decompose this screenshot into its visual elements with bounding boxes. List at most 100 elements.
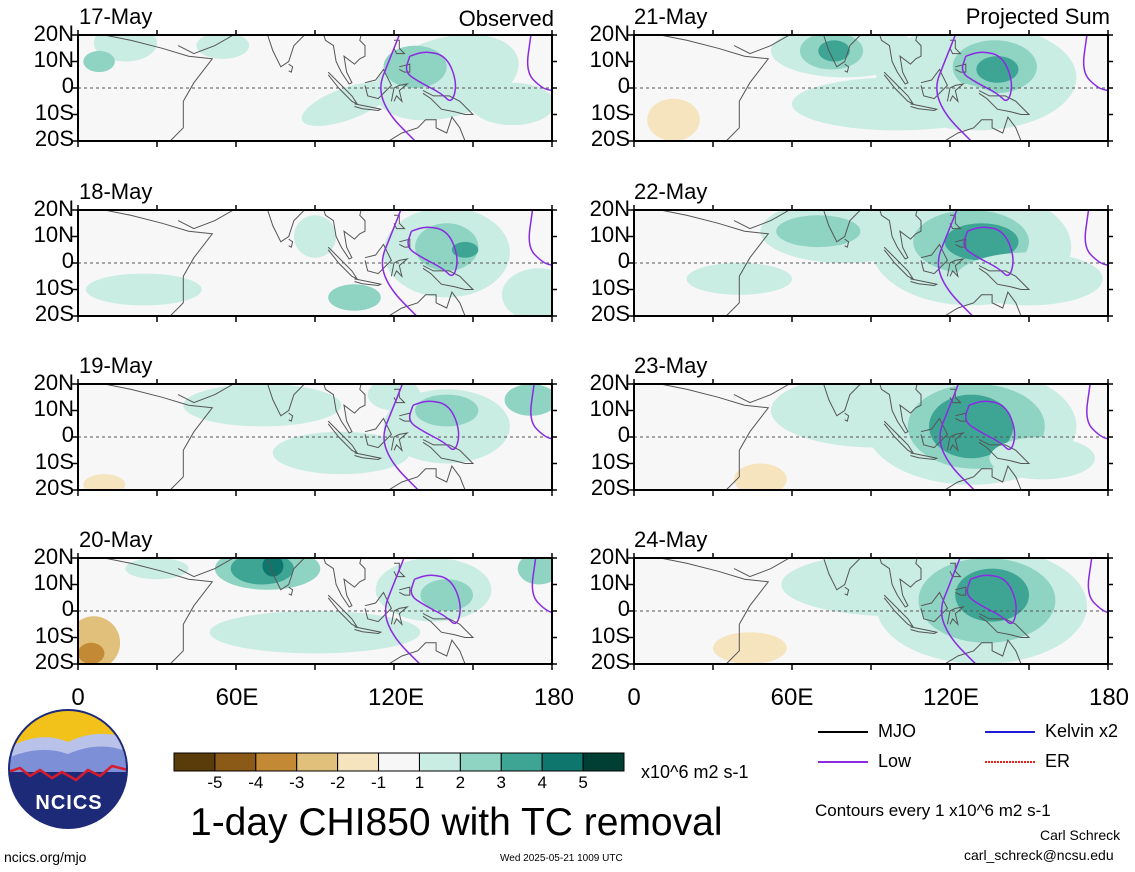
coastline — [910, 278, 939, 287]
lat-label: 10S — [34, 275, 74, 300]
coastline — [390, 432, 409, 452]
coastline — [177, 384, 235, 404]
lat-label: 20N — [33, 544, 74, 569]
coastline — [375, 465, 466, 490]
low-contour — [380, 35, 416, 141]
coastline — [266, 558, 306, 591]
coastline — [946, 432, 965, 452]
site-link[interactable]: ncics.org/mjo — [4, 849, 87, 865]
low-contour — [963, 226, 1014, 277]
low-contour — [407, 226, 458, 277]
anomaly-shading — [818, 40, 850, 62]
anomaly-shading — [420, 579, 474, 611]
anomaly-shading — [734, 463, 787, 490]
lat-label: 0 — [61, 73, 74, 98]
lat-label: 10N — [589, 47, 630, 72]
anomaly-shading — [262, 558, 284, 577]
map-panel-22-may — [628, 205, 1113, 322]
anomaly-shading — [83, 474, 126, 490]
anomaly-shading — [272, 431, 410, 475]
coastline — [393, 39, 406, 55]
coastline — [288, 238, 294, 248]
coastline — [266, 210, 306, 243]
coastline — [879, 558, 951, 608]
lat-label: 10S — [34, 449, 74, 474]
lat-label: 10N — [33, 47, 74, 72]
map-panel-24-may — [628, 553, 1113, 670]
low-contour — [1087, 558, 1108, 614]
coastline — [323, 384, 395, 434]
coastline — [910, 103, 939, 112]
coastline — [288, 412, 294, 422]
low-contour — [405, 51, 457, 102]
legend-er-label: ER — [1045, 751, 1071, 771]
low-contour — [937, 210, 974, 316]
coastline — [288, 63, 294, 73]
colorbar-swatch — [459, 752, 502, 772]
lat-label: 20N — [33, 370, 74, 395]
coastline — [266, 35, 306, 68]
low-contour — [381, 210, 418, 316]
lat-label: 0 — [617, 248, 630, 273]
lon-label-0-left: 0 — [71, 684, 85, 711]
coastline — [920, 68, 949, 100]
legend-low-label: Low — [878, 751, 912, 771]
lat-label: 20S — [590, 301, 630, 326]
coastline — [822, 558, 862, 591]
lat-label: 0 — [61, 422, 74, 447]
lat-label: 0 — [617, 73, 630, 98]
figure-title: 1-day CHI850 with TC removal — [190, 801, 723, 844]
coastline — [354, 626, 383, 635]
lat-label: 10N — [33, 396, 74, 421]
lat-label: 0 — [617, 596, 630, 621]
observed-label: Observed — [458, 6, 554, 31]
colorbar-tick-label: -3 — [289, 773, 305, 792]
lat-label: 0 — [617, 422, 630, 447]
anomaly-shading — [83, 50, 115, 73]
coastline — [78, 384, 214, 490]
coastline — [733, 210, 791, 230]
coastline — [323, 558, 395, 608]
low-contour — [383, 384, 419, 490]
coastline — [844, 412, 850, 422]
map-panel-19-may — [72, 379, 557, 496]
colorbar-swatch — [500, 752, 543, 772]
coastline — [946, 606, 965, 626]
colorbar-tick-label: 5 — [578, 773, 588, 792]
coastline — [375, 291, 466, 316]
coastline — [955, 586, 967, 596]
coastline — [978, 439, 1031, 464]
colorbar-tick-label: -4 — [248, 773, 264, 792]
anomaly-shading — [713, 632, 787, 664]
lat-label: 20N — [589, 370, 630, 395]
coastline — [390, 258, 409, 278]
coastline — [422, 265, 475, 290]
coastline — [323, 210, 395, 260]
panel-date-17-may: 17-May — [79, 4, 153, 29]
panel-date-19-may: 19-May — [79, 353, 153, 378]
lat-label: 20S — [590, 126, 630, 151]
low-contour — [530, 384, 552, 440]
coastline — [364, 68, 393, 100]
coastline — [920, 591, 949, 623]
colorbar-swatch — [378, 752, 420, 772]
legend-kelvin-label: Kelvin x2 — [1045, 721, 1119, 741]
lon-label-180-right: 180 — [1088, 684, 1130, 711]
anomaly-shading — [989, 437, 1095, 480]
low-contour — [936, 35, 972, 141]
coastline — [920, 243, 949, 275]
low-contour — [531, 558, 552, 614]
colorbar-tick-label: -5 — [207, 773, 223, 792]
panel-date-20-may: 20-May — [79, 527, 153, 552]
logo-mountain — [10, 746, 126, 772]
coastline — [375, 639, 466, 664]
panel-date-21-may: 21-May — [634, 4, 708, 29]
colorbar-tick-label: -2 — [330, 773, 346, 792]
lat-label: 20N — [589, 196, 630, 221]
coastline — [634, 558, 770, 664]
lat-label: 20N — [33, 21, 74, 46]
coastline — [920, 417, 949, 449]
low-contour — [939, 384, 975, 490]
low-contour — [410, 574, 461, 625]
author-email: carl_schreck@ncsu.edu — [964, 847, 1114, 863]
